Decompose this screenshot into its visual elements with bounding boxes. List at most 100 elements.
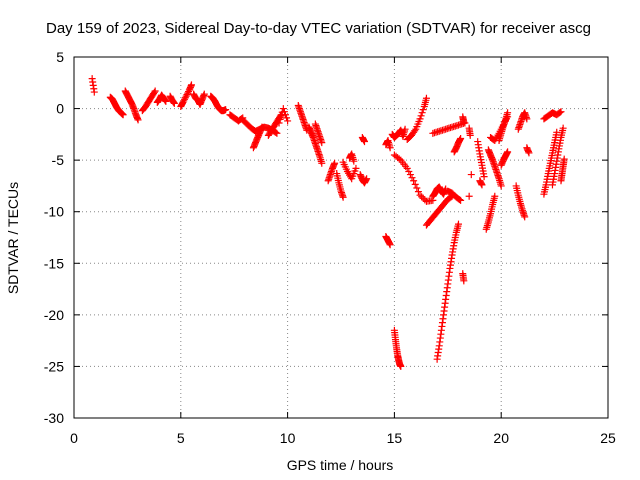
data-series-arc-41 (474, 138, 488, 181)
y-tick-label: -10 (44, 204, 64, 220)
data-series-arc-2 (106, 93, 127, 119)
x-tick-label: 10 (280, 430, 296, 446)
data-point-interp (272, 129, 280, 137)
data-series-arc-5 (153, 91, 170, 106)
data-point (560, 155, 568, 163)
data-point-interp (280, 108, 288, 116)
data-series-arc-40 (467, 171, 475, 179)
data-point-interp (283, 114, 291, 122)
data-point (284, 117, 292, 125)
data-point (258, 123, 266, 131)
data-series-arc-28 (390, 151, 437, 205)
data-series-arc-22 (356, 171, 371, 187)
data-point-interp (419, 194, 427, 202)
y-tick-label: -25 (44, 358, 64, 374)
data-point (460, 277, 468, 285)
data-point (460, 118, 468, 126)
data-point (521, 213, 529, 221)
data-point (350, 157, 358, 165)
data-series-arc-33 (433, 220, 462, 363)
data-series-arc-4 (138, 87, 159, 115)
data-point (339, 193, 347, 201)
x-tick-label: 25 (600, 430, 616, 446)
data-point-interp (556, 108, 564, 116)
data-series-arc-9 (207, 92, 230, 115)
chart-title: Day 159 of 2023, Sidereal Day-to-day VTE… (46, 20, 591, 37)
data-point (134, 116, 142, 124)
data-point (90, 88, 98, 96)
data-series-arc-46 (495, 109, 512, 145)
data-series-arc-16 (305, 123, 326, 167)
data-series-arc-8 (190, 90, 208, 108)
data-point-interp (281, 111, 289, 119)
data-point-interp (276, 115, 284, 123)
data-series-arc-1 (88, 75, 98, 96)
data-series-arc-30 (422, 192, 456, 229)
data-series-arc-34 (444, 187, 465, 204)
data-point (182, 92, 190, 100)
data-point (119, 111, 127, 119)
data-series-arc-37 (459, 270, 468, 285)
data-point (466, 131, 474, 139)
data-point (557, 108, 565, 116)
data-point (170, 99, 178, 107)
data-series-arc-25 (382, 232, 394, 249)
data-series-arc-51 (540, 128, 561, 198)
data-series-arc-29 (403, 94, 430, 144)
data-point (457, 196, 465, 204)
data-point-interp (184, 89, 192, 97)
data-series-arc-35 (450, 134, 465, 156)
data-point (480, 173, 488, 181)
data-series-arc-50 (523, 144, 533, 157)
data-point (467, 171, 475, 179)
data-point (275, 119, 283, 127)
data-series-arc-48 (512, 182, 529, 221)
data-point (457, 134, 465, 142)
data-point (504, 109, 512, 117)
x-tick-label: 5 (177, 430, 185, 446)
data-point-interp (180, 97, 188, 105)
tick-layer: 0 5 10 15 20 25 5 0 -5 -10 -15 -20 -25 -30 (44, 49, 616, 446)
data-point-interp (411, 180, 419, 188)
data-point-interp (406, 171, 414, 179)
data-series-arc-31 (429, 183, 450, 200)
plot-frame (73, 56, 609, 419)
data-series-arc-44 (484, 146, 505, 190)
data-point-interp (411, 127, 419, 135)
data-series-arc-53 (548, 124, 567, 189)
data-point (478, 181, 486, 189)
x-tick-label: 15 (387, 430, 403, 446)
data-point (222, 106, 230, 114)
data-point (401, 125, 409, 133)
data-series-arc-23 (358, 133, 368, 146)
data-point (397, 362, 405, 370)
data-point-interp (418, 109, 426, 117)
data-point (386, 144, 394, 152)
data-point-interp (418, 193, 426, 201)
data-point (491, 192, 499, 200)
data-point-interp (405, 167, 413, 175)
x-axis-label: GPS time / hours (287, 457, 394, 473)
data-point (273, 129, 281, 137)
data-series-arc-43 (482, 192, 499, 233)
data-point-interp (181, 95, 189, 103)
data-point (162, 97, 170, 105)
data-point-interp (183, 91, 191, 99)
data-point (331, 159, 339, 167)
data-series-arc-3 (121, 87, 142, 124)
y-tick-label: -15 (44, 255, 64, 271)
data-series-arc-14 (275, 105, 292, 127)
data-point (179, 98, 187, 106)
data-series-arc-36 (459, 113, 468, 126)
data-series-arc-12 (249, 123, 266, 152)
data-point (200, 90, 208, 98)
data-point-interp (408, 174, 416, 182)
x-tick-label: 0 (70, 430, 78, 446)
data-point (318, 139, 326, 147)
data-point-interp (181, 94, 189, 102)
data-point (416, 115, 424, 123)
data-series-arc-20 (339, 158, 360, 183)
data-series-arc-21 (346, 150, 358, 165)
data-point (386, 241, 394, 249)
